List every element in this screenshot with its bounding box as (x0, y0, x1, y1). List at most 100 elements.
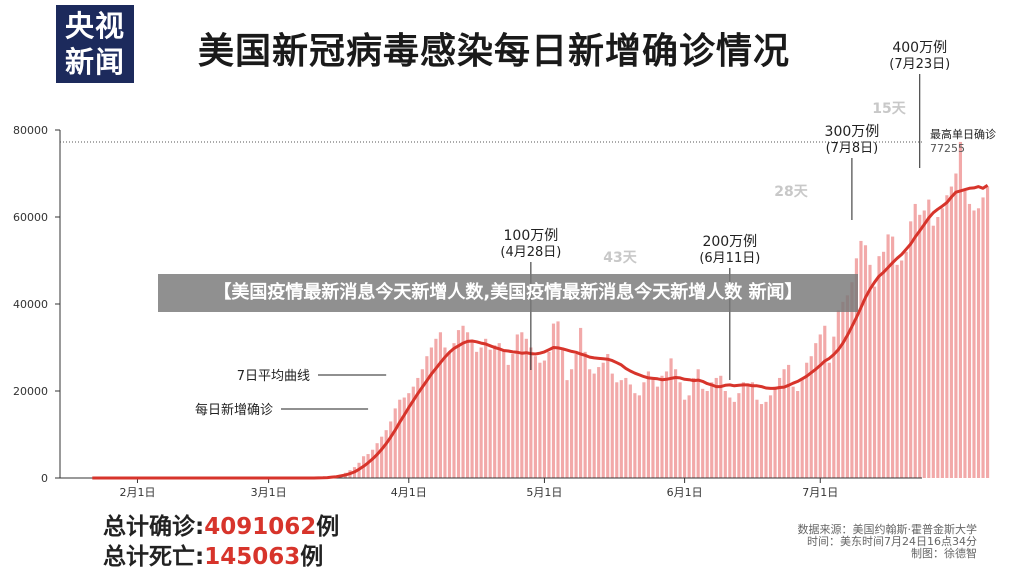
daily-cases-bar (945, 195, 949, 478)
milestone-label: 100万例 (504, 228, 559, 244)
time-line: 时间：美东时间7月24日16点34分 (807, 535, 977, 548)
daily-cases-bar (927, 199, 931, 478)
daily-cases-bar (818, 334, 822, 478)
daily-cases-bar (768, 395, 773, 478)
daily-cases-bar (909, 221, 913, 478)
daily-cases-bar (579, 327, 583, 478)
chart-axes: 0 20000 40000 60000 80000 2月1日 3月1日 4月1日 5月1日 6月1… (13, 124, 922, 499)
daily-cases-bar (619, 380, 623, 478)
daily-cases-bar (881, 251, 886, 478)
daily-cases-bar (773, 386, 777, 478)
daily-cases-bar (954, 173, 958, 478)
daily-cases-bar (877, 256, 881, 478)
daily-cases-bar (800, 377, 804, 478)
daily-cases-bar (782, 369, 786, 478)
x-tick-label: 6月1日 (667, 486, 703, 499)
daily-cases-bar (569, 369, 574, 478)
total-deaths: 总计死亡:145063例 (103, 542, 339, 572)
daily-cases-bar (678, 382, 682, 478)
daily-cases-bar (588, 369, 592, 478)
daily-cases-bar (393, 408, 397, 478)
daily-cases-bar (940, 208, 944, 479)
daily-cases-bar (669, 358, 673, 478)
x-tick-label: 4月1日 (391, 486, 427, 499)
daily-cases-bar (809, 356, 813, 478)
daily-cases-bar (606, 354, 610, 478)
daily-cases-bar (687, 395, 691, 478)
daily-cases-bar (949, 186, 953, 479)
daily-cases-bar (719, 375, 723, 478)
daily-cases-bar (651, 377, 655, 478)
daily-cases-bar (601, 362, 605, 478)
milestone-date: (4月28日) (500, 245, 561, 260)
daily-cases-bar (366, 454, 370, 478)
daily-cases-bar (913, 203, 917, 478)
total-deaths-unit: 例 (300, 544, 324, 570)
daily-cases-bar (520, 332, 524, 478)
max-daily-label: 最高单日确诊 (930, 127, 996, 141)
daily-cases-bar (637, 395, 641, 478)
daily-cases-bar (583, 351, 587, 478)
daily-cases-bar (755, 399, 759, 478)
daily-cases-bar (904, 251, 908, 478)
interval-days-label: 43天 (603, 250, 637, 266)
y-tick-label: 60000 (13, 211, 48, 224)
legend-label: 每日新增确诊 (195, 402, 273, 418)
daily-cases-bar (592, 373, 596, 478)
daily-cases-bar (805, 362, 809, 478)
daily-cases-bar (777, 377, 782, 478)
daily-cases-bar (497, 343, 501, 478)
daily-cases-bar (488, 349, 492, 478)
daily-cases-bar (958, 141, 963, 479)
milestone-date: (6月11日) (699, 251, 760, 266)
y-tick-label: 20000 (13, 385, 48, 398)
daily-cases-bar (624, 377, 628, 478)
daily-cases-bar (787, 364, 791, 478)
daily-cases-bar (696, 369, 700, 478)
daily-cases-bar (452, 343, 456, 478)
daily-cases-bar (493, 345, 497, 478)
logo-line2: 新闻 (64, 45, 125, 79)
daily-cases-bar (411, 386, 415, 478)
total-confirmed-label: 总计确诊: (103, 514, 205, 540)
daily-cases-bar (538, 362, 542, 478)
daily-cases-bar (556, 321, 560, 478)
daily-cases-bar (737, 393, 741, 478)
daily-cases-bar (863, 245, 868, 478)
daily-cases-bar (664, 371, 669, 478)
daily-cases-bar (746, 384, 750, 478)
daily-cases-bar (371, 449, 375, 478)
daily-cases-bar (633, 393, 637, 478)
daily-cases-bar (547, 351, 551, 478)
daily-cases-bar (560, 347, 565, 478)
daily-cases-bar (836, 310, 840, 478)
daily-cases-bar (398, 399, 402, 478)
daily-cases-bar (868, 264, 872, 478)
daily-cases-bar (447, 351, 452, 478)
daily-cases-bar (565, 380, 569, 478)
daily-cases-bar (597, 367, 601, 478)
daily-cases-bar (375, 443, 379, 478)
daily-cases-bar (872, 286, 877, 478)
daily-cases-bar (985, 186, 990, 479)
daily-cases-bar (714, 377, 718, 478)
daily-cases-bar (732, 401, 736, 478)
daily-cases-bar (380, 436, 384, 478)
legend-label: 7日平均曲线 (237, 369, 310, 384)
daily-cases-bar (823, 325, 827, 478)
daily-cases-bar (963, 190, 967, 478)
y-tick-label: 0 (41, 472, 48, 485)
daily-cases-bar (655, 386, 660, 478)
daily-cases-bar (502, 349, 506, 478)
daily-cases-bar (402, 397, 406, 478)
daily-cases-bar (796, 391, 800, 478)
daily-cases-bar (407, 393, 411, 478)
daily-cases-bar (791, 386, 795, 478)
daily-cases-bar (764, 401, 768, 478)
daily-cases-bar (859, 240, 863, 478)
daily-cases-bar (438, 332, 443, 478)
daily-cases-bar (479, 347, 483, 478)
daily-cases-bar (542, 360, 547, 478)
interval-days-label: 28天 (774, 184, 808, 200)
daily-cases-bar (384, 430, 388, 478)
